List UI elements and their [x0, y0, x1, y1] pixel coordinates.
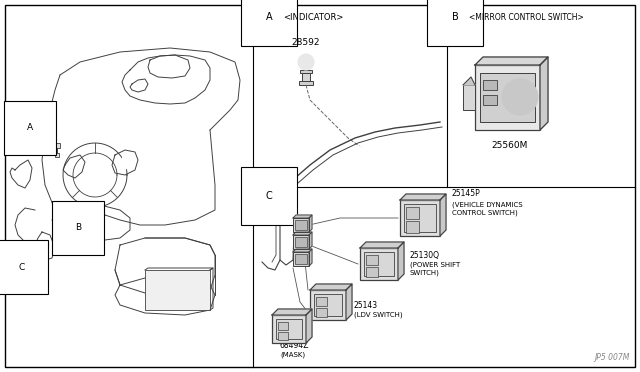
Bar — [366, 267, 378, 277]
Bar — [400, 200, 440, 236]
Bar — [32, 261, 40, 266]
Circle shape — [87, 167, 103, 183]
Bar — [302, 73, 310, 81]
Text: (POWER SHIFT: (POWER SHIFT — [410, 262, 460, 269]
Bar — [272, 315, 306, 343]
Circle shape — [353, 146, 363, 156]
Text: A: A — [266, 12, 272, 22]
Bar — [300, 70, 312, 73]
Bar — [406, 221, 419, 233]
Text: 25143: 25143 — [354, 301, 378, 310]
Text: JP5 007M: JP5 007M — [595, 353, 630, 362]
Text: 25145P: 25145P — [452, 189, 481, 198]
Polygon shape — [360, 242, 404, 248]
Bar — [295, 254, 307, 264]
Bar — [295, 220, 307, 230]
Bar — [480, 73, 535, 122]
Text: B: B — [452, 12, 458, 22]
Bar — [278, 322, 288, 330]
Text: 68494Z: 68494Z — [280, 341, 310, 350]
Polygon shape — [475, 57, 548, 65]
Text: 28592: 28592 — [292, 38, 320, 47]
Bar — [404, 204, 436, 232]
Text: A: A — [27, 124, 33, 132]
Bar — [406, 207, 419, 219]
Polygon shape — [440, 194, 446, 236]
Bar — [145, 270, 210, 310]
Bar — [314, 294, 342, 316]
Bar — [32, 253, 40, 259]
Polygon shape — [293, 215, 312, 218]
Polygon shape — [309, 215, 312, 232]
Polygon shape — [346, 284, 352, 320]
Text: SWITCH): SWITCH) — [410, 270, 440, 276]
Circle shape — [368, 144, 376, 152]
Polygon shape — [306, 309, 312, 343]
Polygon shape — [293, 249, 312, 252]
Bar — [65, 218, 73, 224]
Circle shape — [502, 79, 538, 115]
Text: 25560M: 25560M — [492, 141, 528, 150]
Bar — [475, 65, 540, 130]
Bar — [299, 81, 313, 85]
Polygon shape — [540, 57, 548, 130]
Polygon shape — [310, 284, 352, 290]
Text: <MIRROR CONTROL SWITCH>: <MIRROR CONTROL SWITCH> — [469, 13, 584, 22]
Bar — [293, 218, 309, 232]
Polygon shape — [463, 77, 475, 85]
Text: CONTROL SWITCH): CONTROL SWITCH) — [452, 209, 518, 215]
Bar — [278, 332, 288, 340]
Bar — [55, 153, 59, 157]
Polygon shape — [309, 249, 312, 266]
Text: B: B — [75, 224, 81, 232]
Bar — [310, 290, 346, 320]
Bar — [54, 143, 60, 148]
Bar — [276, 319, 302, 339]
Bar — [483, 80, 497, 90]
Circle shape — [298, 54, 314, 70]
Bar — [316, 308, 327, 317]
Text: 25130Q: 25130Q — [410, 251, 440, 260]
Bar — [293, 235, 309, 249]
Polygon shape — [309, 232, 312, 249]
Circle shape — [121, 155, 135, 169]
Text: <INDICATOR>: <INDICATOR> — [283, 13, 344, 22]
Polygon shape — [272, 309, 312, 315]
Bar — [463, 85, 475, 110]
Text: C: C — [266, 191, 273, 201]
Bar — [366, 255, 378, 265]
Bar — [364, 252, 394, 276]
Bar — [293, 252, 309, 266]
Polygon shape — [398, 242, 404, 280]
Bar — [295, 237, 307, 247]
Bar — [483, 95, 497, 105]
Bar — [316, 297, 327, 306]
Text: (MASK): (MASK) — [280, 351, 305, 357]
Bar — [32, 245, 40, 251]
Polygon shape — [293, 232, 312, 235]
Text: C: C — [19, 263, 25, 272]
Polygon shape — [400, 194, 446, 200]
Text: (LDV SWITCH): (LDV SWITCH) — [354, 312, 403, 318]
Text: (VEHICLE DYNAMICS: (VEHICLE DYNAMICS — [452, 201, 523, 208]
Bar — [360, 248, 398, 280]
